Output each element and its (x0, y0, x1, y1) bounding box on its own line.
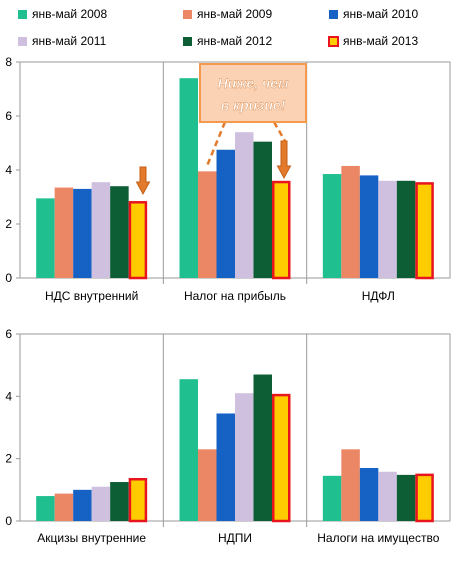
bar-ндпи-янв-май-2013 (272, 393, 291, 523)
y-tick-label: 4 (5, 389, 12, 403)
category-label-ндс-внутренний: НДС внутренний (45, 289, 138, 303)
bar-налог-на-прибыль-янв-май-2012 (253, 141, 272, 278)
category-label-ндпи: НДПИ (218, 531, 252, 545)
callout-text-line-2: в кризис! (221, 97, 286, 113)
legend-label-янв-май-2011: янв-май 2011 (32, 34, 107, 48)
legend: янв-май 2008 янв-май 2009 янв-май 2010 янв-… (18, 7, 418, 48)
callout-text-line-1: Ниже, чем (218, 75, 289, 91)
bar-налог-на-прибыль-янв-май-2013 (272, 180, 291, 280)
y-tick-label: 0 (5, 514, 12, 528)
category-label-акцизы-внутренние: Акцизы внутренние (37, 531, 146, 545)
bar-ндфл-янв-май-2013 (415, 182, 434, 280)
legend-swatch-янв-май-2010 (329, 10, 338, 19)
bar-налоги-на-имущество-янв-май-2012 (396, 474, 416, 521)
bar-налог-на-прибыль-янв-май-2009 (198, 171, 217, 278)
bar-акцизы-внутренние-янв-май-2009 (54, 493, 74, 521)
bar-ндфл-янв-май-2009 (341, 165, 360, 278)
bar-налоги-на-имущество-янв-май-2010 (359, 468, 379, 521)
y-tick-label: 2 (5, 217, 12, 231)
bar-ндс-внутренний-янв-май-2008 (36, 198, 55, 278)
bar-акцизы-внутренние-янв-май-2013 (128, 477, 148, 523)
bar-акцизы-внутренние-янв-май-2008 (36, 496, 55, 521)
bar-ндфл-янв-май-2012 (396, 180, 416, 278)
bar-ндпи-янв-май-2012 (253, 374, 272, 521)
callout-leader-left (205, 121, 227, 167)
bar-ндпи-янв-май-2009 (198, 449, 217, 521)
y-tick-label: 6 (5, 109, 12, 123)
legend-swatch-янв-май-2008 (18, 10, 27, 19)
bar-ндс-внутренний-янв-май-2011 (91, 182, 111, 278)
category-label-ндфл: НДФЛ (362, 289, 395, 303)
bar-налог-на-прибыль-янв-май-2008 (179, 78, 198, 278)
bar-налог-на-прибыль-янв-май-2011 (235, 132, 254, 278)
bar-налоги-на-имущество-янв-май-2009 (341, 449, 360, 521)
legend-swatch-янв-май-2011 (18, 37, 27, 46)
bar-ндпи-янв-май-2011 (235, 393, 254, 521)
bar-акцизы-внутренние-янв-май-2012 (110, 482, 129, 521)
chart-panel-1: 0 2 4 6 8 НДС внутренний Налог на прибыль НДФЛ (5, 55, 451, 303)
y-tick-label: 2 (5, 452, 12, 466)
bar-ндс-внутренний-янв-май-2010 (73, 188, 92, 278)
callout-leader-right (272, 121, 287, 142)
legend-swatch-янв-май-2013 (328, 36, 339, 47)
bar-налоги-на-имущество-янв-май-2013 (415, 473, 434, 523)
legend-label-янв-май-2013: янв-май 2013 (343, 34, 418, 48)
category-label-налог-на-прибыль: Налог на прибыль (184, 289, 286, 303)
legend-label-янв-май-2010: янв-май 2010 (343, 7, 418, 21)
bar-ндс-внутренний-янв-май-2009 (54, 187, 74, 278)
y-tick-label: 6 (5, 327, 12, 341)
down-arrow-icon (276, 140, 292, 180)
chart-panel-2: 0 2 4 6 Акцизы внутренние НДПИ Налоги на имуще… (5, 327, 451, 545)
y-tick-label: 4 (5, 163, 12, 177)
category-label-налоги-на-имущество: Налоги на имущество (317, 531, 439, 545)
legend-label-янв-май-2009: янв-май 2009 (197, 7, 272, 21)
bar-налог-на-прибыль-янв-май-2010 (216, 149, 235, 278)
legend-label-янв-май-2012: янв-май 2012 (197, 34, 272, 48)
legend-swatch-янв-май-2012 (183, 37, 192, 46)
legend-swatch-янв-май-2009 (183, 10, 192, 19)
y-tick-label: 0 (5, 271, 12, 285)
bar-ндс-внутренний-янв-май-2012 (110, 186, 129, 278)
bar-акцизы-внутренние-янв-май-2011 (91, 486, 111, 521)
bar-налоги-на-имущество-янв-май-2011 (378, 471, 397, 521)
bar-ндфл-янв-май-2010 (359, 175, 379, 278)
legend-label-янв-май-2008: янв-май 2008 (32, 7, 107, 21)
bar-ндфл-янв-май-2011 (378, 180, 397, 278)
bar-акцизы-внутренние-янв-май-2010 (73, 489, 92, 521)
annotation-group: Ниже, чем в кризис! (135, 63, 307, 196)
bar-ндс-внутренний-янв-май-2013 (128, 201, 148, 280)
y-tick-label: 8 (5, 55, 12, 69)
bar-ндпи-янв-май-2008 (179, 379, 198, 521)
callout-box (199, 63, 307, 123)
bar-ндпи-янв-май-2010 (216, 413, 235, 521)
down-arrow-icon (135, 166, 151, 196)
bar-налоги-на-имущество-янв-май-2008 (322, 475, 342, 521)
bar-ндфл-янв-май-2008 (322, 174, 342, 278)
